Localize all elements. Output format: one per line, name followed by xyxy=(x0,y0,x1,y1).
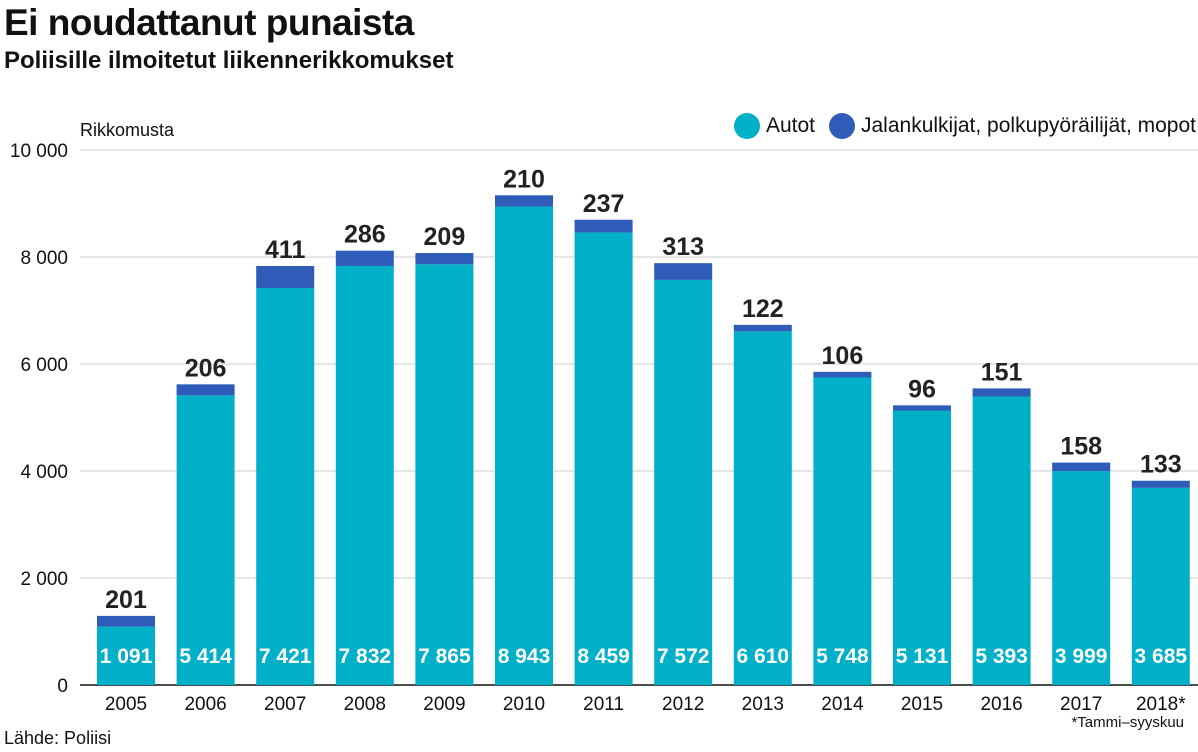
data-label-muut: 96 xyxy=(908,375,936,403)
x-tick-label: 2009 xyxy=(423,694,465,715)
source-note: Lähde: Poliisi xyxy=(4,728,112,748)
bar-autot xyxy=(97,626,155,685)
bar-muut xyxy=(176,384,235,396)
bar-autot xyxy=(495,206,553,685)
bar-muut xyxy=(1052,462,1111,472)
bar-autot xyxy=(972,396,1031,685)
data-label-autot: 7 865 xyxy=(418,645,471,668)
data-label-autot: 8 943 xyxy=(498,645,551,668)
legend-item-autot: Autot xyxy=(733,113,815,139)
bar-autot xyxy=(335,265,394,685)
data-label-muut: 106 xyxy=(822,342,864,370)
bar-autot xyxy=(1052,471,1111,685)
bar-muut xyxy=(574,219,633,233)
x-tick-label: 2008 xyxy=(344,694,386,715)
bar-muut xyxy=(733,324,792,332)
bar-autot xyxy=(415,264,474,685)
x-tick-label: 2005 xyxy=(105,694,147,715)
x-tick-label: 2006 xyxy=(184,694,226,715)
x-tick-label: 2013 xyxy=(742,694,784,715)
data-label-autot: 8 459 xyxy=(577,645,630,668)
data-label-autot: 7 572 xyxy=(657,645,710,668)
x-tick-label: 2018* xyxy=(1136,694,1186,715)
bar-muut xyxy=(256,265,315,288)
y-tick-label: 6 000 xyxy=(20,355,68,376)
data-label-autot: 7 832 xyxy=(339,645,392,668)
data-label-muut: 286 xyxy=(344,221,386,249)
chart-title: Ei noudattanut punaista xyxy=(4,2,414,43)
data-label-muut: 411 xyxy=(265,236,305,264)
data-label-muut: 237 xyxy=(583,190,625,218)
bar-muut xyxy=(813,371,872,378)
bar-autot xyxy=(654,279,713,685)
y-axis-label: Rikkomusta xyxy=(80,120,175,140)
legend-swatch-autot xyxy=(733,113,760,139)
data-label-autot: 6 610 xyxy=(737,645,790,668)
legend-item-muut: Jalankulkijat, polkupyöräilijät, mopot xyxy=(828,113,1196,139)
data-label-muut: 209 xyxy=(424,223,466,251)
x-tick-label: 2011 xyxy=(583,694,624,715)
x-tick-label: 2016 xyxy=(980,694,1022,715)
data-label-muut: 210 xyxy=(503,165,545,193)
bar-autot xyxy=(733,331,792,685)
y-tick-label: 10 000 xyxy=(10,141,68,162)
x-tick-label: 2017 xyxy=(1060,694,1102,715)
x-tick-label: 2007 xyxy=(264,694,306,715)
data-label-muut: 206 xyxy=(185,354,227,382)
data-label-autot: 7 421 xyxy=(259,645,312,668)
y-tick-label: 8 000 xyxy=(20,248,68,269)
data-label-autot: 3 685 xyxy=(1135,645,1188,668)
data-label-muut: 201 xyxy=(105,586,147,614)
y-tick-label: 0 xyxy=(57,676,68,697)
data-label-autot: 5 393 xyxy=(975,645,1028,668)
bar-autot xyxy=(1131,487,1190,685)
legend-swatch-muut xyxy=(828,113,855,139)
bar-muut xyxy=(972,388,1031,397)
bar-muut xyxy=(495,195,553,207)
bar-autot xyxy=(574,232,633,686)
bar-muut xyxy=(893,405,951,411)
x-tick-label: 2010 xyxy=(503,694,545,715)
data-label-muut: 133 xyxy=(1140,451,1182,479)
data-label-autot: 5 748 xyxy=(816,645,869,668)
data-label-autot: 5 131 xyxy=(896,645,949,668)
data-label-autot: 3 999 xyxy=(1055,645,1108,668)
chart-subtitle: Poliisille ilmoitetut liikennerikkomukse… xyxy=(4,47,454,74)
bar-autot xyxy=(256,287,315,685)
y-tick-label: 4 000 xyxy=(20,462,68,483)
bar-muut xyxy=(1131,480,1190,488)
footnote: *Tammi–syyskuu xyxy=(1071,714,1184,731)
bar-muut xyxy=(335,250,394,266)
x-tick-label: 2015 xyxy=(901,694,943,715)
x-tick-label: 2014 xyxy=(821,694,864,715)
bar-muut xyxy=(654,263,713,280)
data-label-muut: 151 xyxy=(981,358,1023,386)
data-label-muut: 158 xyxy=(1060,433,1102,461)
bar-autot xyxy=(813,377,872,685)
legend-label-muut: Jalankulkijat, polkupyöräilijät, mopot xyxy=(860,114,1196,137)
legend-label-autot: Autot xyxy=(765,114,815,137)
legend: Autot Jalankulkijat, polkupyöräilijät, m… xyxy=(720,113,1196,139)
data-label-autot: 5 414 xyxy=(179,645,232,668)
y-tick-label: 2 000 xyxy=(20,569,68,590)
data-label-muut: 122 xyxy=(742,295,784,323)
bar-autot xyxy=(176,395,235,685)
bar-muut xyxy=(415,253,474,265)
x-tick-label: 2012 xyxy=(662,694,704,715)
data-label-autot: 1 091 xyxy=(100,645,153,668)
data-label-muut: 313 xyxy=(662,233,704,261)
bar-muut xyxy=(97,615,155,627)
bar-autot xyxy=(893,410,951,685)
